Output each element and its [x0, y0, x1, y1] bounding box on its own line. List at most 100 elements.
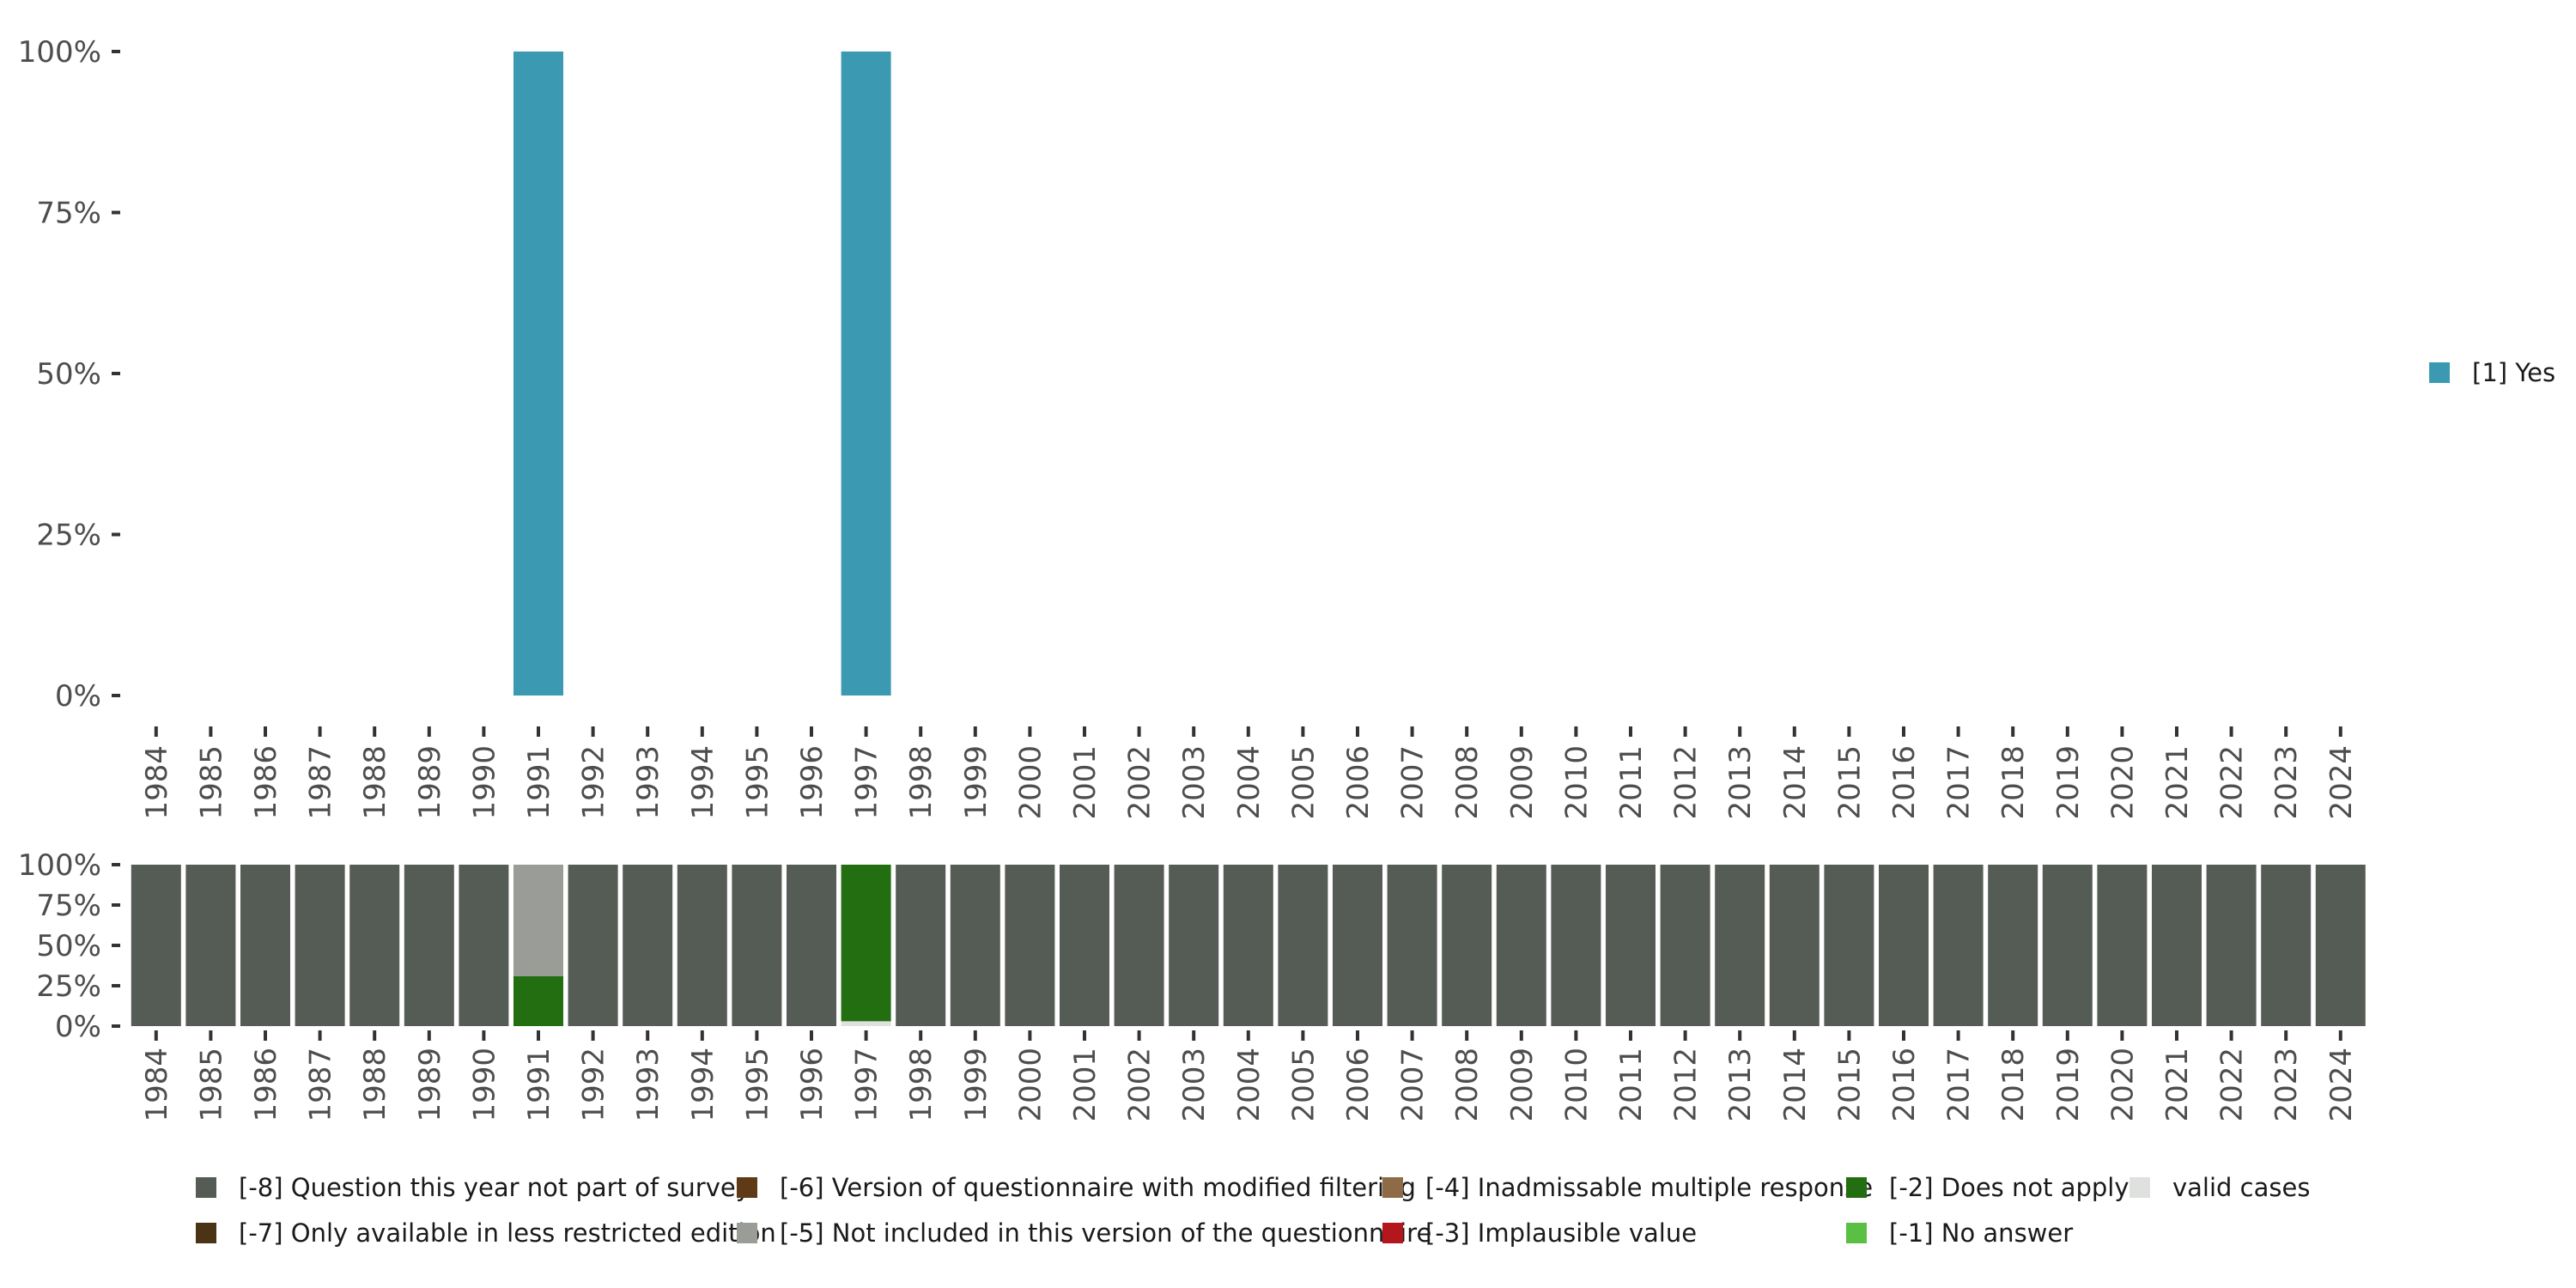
x-tick-label: 2003: [1177, 1048, 1212, 1122]
x-tick-label: 1994: [686, 745, 720, 820]
legend-swatch: [2429, 362, 2450, 383]
bar-1989: [404, 865, 454, 1026]
x-tick-label: 1994: [686, 1048, 720, 1122]
bar-2009: [1496, 865, 1546, 1026]
bar-1991: [513, 975, 563, 1026]
legend-swatch: [196, 1223, 216, 1243]
bar-2023: [2261, 865, 2312, 1026]
x-tick-label: 2002: [1123, 1048, 1157, 1122]
y-tick-label: 50%: [36, 357, 101, 392]
x-tick-label: 2022: [2215, 745, 2250, 820]
legend-swatch: [1846, 1223, 1867, 1243]
x-tick-label: 2022: [2215, 1048, 2250, 1122]
x-tick-label: 2007: [1396, 745, 1431, 820]
x-tick-label: 2024: [2324, 1048, 2359, 1122]
x-tick-label: 1988: [358, 1048, 392, 1122]
x-tick-label: 2010: [1559, 1048, 1594, 1122]
x-tick-label: 1984: [140, 745, 174, 820]
bar-2011: [1606, 865, 1656, 1026]
legend-swatch: [196, 1177, 216, 1198]
x-tick-label: 1990: [467, 1048, 501, 1122]
x-tick-label: 1984: [140, 1048, 174, 1122]
y-tick-label: 100%: [18, 848, 101, 883]
x-tick-label: 1991: [522, 745, 556, 820]
bar-2018: [1988, 865, 2038, 1026]
x-tick-label: 2011: [1614, 745, 1649, 820]
bar-2020: [2097, 865, 2148, 1026]
legend-swatch: [1382, 1223, 1403, 1243]
y-tick-label: 25%: [36, 519, 101, 553]
bar-1985: [185, 865, 236, 1026]
bar-2024: [2315, 865, 2366, 1026]
x-tick-label: 1996: [795, 745, 829, 820]
bar-1987: [295, 865, 345, 1026]
bar-1996: [787, 865, 836, 1026]
x-tick-label: 2014: [1778, 745, 1813, 820]
x-tick-label: 2009: [1505, 1048, 1540, 1122]
bar-1990: [459, 865, 509, 1026]
bar-2022: [2206, 865, 2257, 1026]
x-tick-label: 2015: [1832, 745, 1867, 820]
x-tick-label: 2019: [2051, 1048, 2086, 1122]
bar-1991: [513, 52, 563, 696]
bar-2021: [2152, 865, 2202, 1026]
y-tick-label: 0%: [55, 679, 101, 714]
x-tick-label: 2012: [1669, 745, 1704, 820]
x-tick-label: 2020: [2105, 1048, 2140, 1122]
bar-2015: [1824, 865, 1874, 1026]
bar-1988: [349, 865, 400, 1026]
x-tick-label: 1986: [249, 1048, 283, 1122]
bar-1997: [841, 1021, 891, 1026]
x-tick-label: 1988: [358, 745, 392, 820]
legend-swatch: [737, 1223, 757, 1243]
legend-label: [-3] Implausible value: [1425, 1218, 1697, 1248]
y-tick-label: 75%: [36, 197, 101, 231]
x-tick-label: 1989: [413, 745, 447, 820]
bar-2010: [1551, 865, 1601, 1026]
legend-label: [-4] Inadmissable multiple response: [1425, 1173, 1873, 1202]
x-tick-label: 2023: [2269, 1048, 2304, 1122]
x-tick-label: 1993: [631, 745, 665, 820]
bar-2007: [1387, 865, 1437, 1026]
bar-2012: [1660, 865, 1710, 1026]
legend-swatch: [1846, 1177, 1867, 1198]
x-tick-label: 2019: [2051, 745, 2086, 820]
bar-1994: [677, 865, 727, 1026]
x-tick-label: 2013: [1723, 745, 1758, 820]
x-tick-label: 1991: [522, 1048, 556, 1122]
x-tick-label: 2009: [1505, 745, 1540, 820]
x-tick-label: 2011: [1614, 1048, 1649, 1122]
x-tick-label: 2021: [2160, 745, 2195, 820]
x-tick-label: 1992: [577, 1048, 611, 1122]
legend-swatch: [1382, 1177, 1403, 1198]
x-tick-label: 2017: [1942, 745, 1977, 820]
bar-2014: [1769, 865, 1820, 1026]
x-tick-label: 1987: [304, 745, 338, 820]
bar-2019: [2042, 865, 2093, 1026]
legend-label: [-2] Does not apply: [1889, 1173, 2129, 1202]
y-tick-label: 0%: [55, 1010, 101, 1044]
x-tick-label: 2008: [1450, 1048, 1485, 1122]
x-tick-label: 1996: [795, 1048, 829, 1122]
x-tick-label: 2015: [1832, 1048, 1867, 1122]
x-tick-label: 1992: [577, 745, 611, 820]
x-tick-label: 2018: [1996, 1048, 2031, 1122]
bar-2013: [1715, 865, 1765, 1026]
x-tick-label: 1987: [304, 1048, 338, 1122]
bar-1995: [732, 865, 782, 1026]
x-tick-label: 2004: [1232, 1048, 1267, 1122]
bar-2001: [1060, 865, 1109, 1026]
x-tick-label: 2001: [1068, 1048, 1103, 1122]
bar-1997: [841, 865, 891, 1022]
x-tick-label: 1999: [959, 745, 993, 820]
x-tick-label: 2000: [1013, 1048, 1048, 1122]
bar-1997: [841, 52, 891, 696]
legend-label: [-1] No answer: [1889, 1218, 2073, 1248]
bar-1992: [568, 865, 618, 1026]
x-tick-label: 2014: [1778, 1048, 1813, 1122]
x-tick-label: 2006: [1341, 745, 1376, 820]
x-tick-label: 1989: [413, 1048, 447, 1122]
legend-label: [1] Yes: [2472, 358, 2555, 387]
legend-label: valid cases: [2172, 1173, 2310, 1202]
top-chart-panel: 0% 25% 50% 75% 100% 1984 1985 1986 1987 1988 1989 1…: [18, 35, 2555, 820]
